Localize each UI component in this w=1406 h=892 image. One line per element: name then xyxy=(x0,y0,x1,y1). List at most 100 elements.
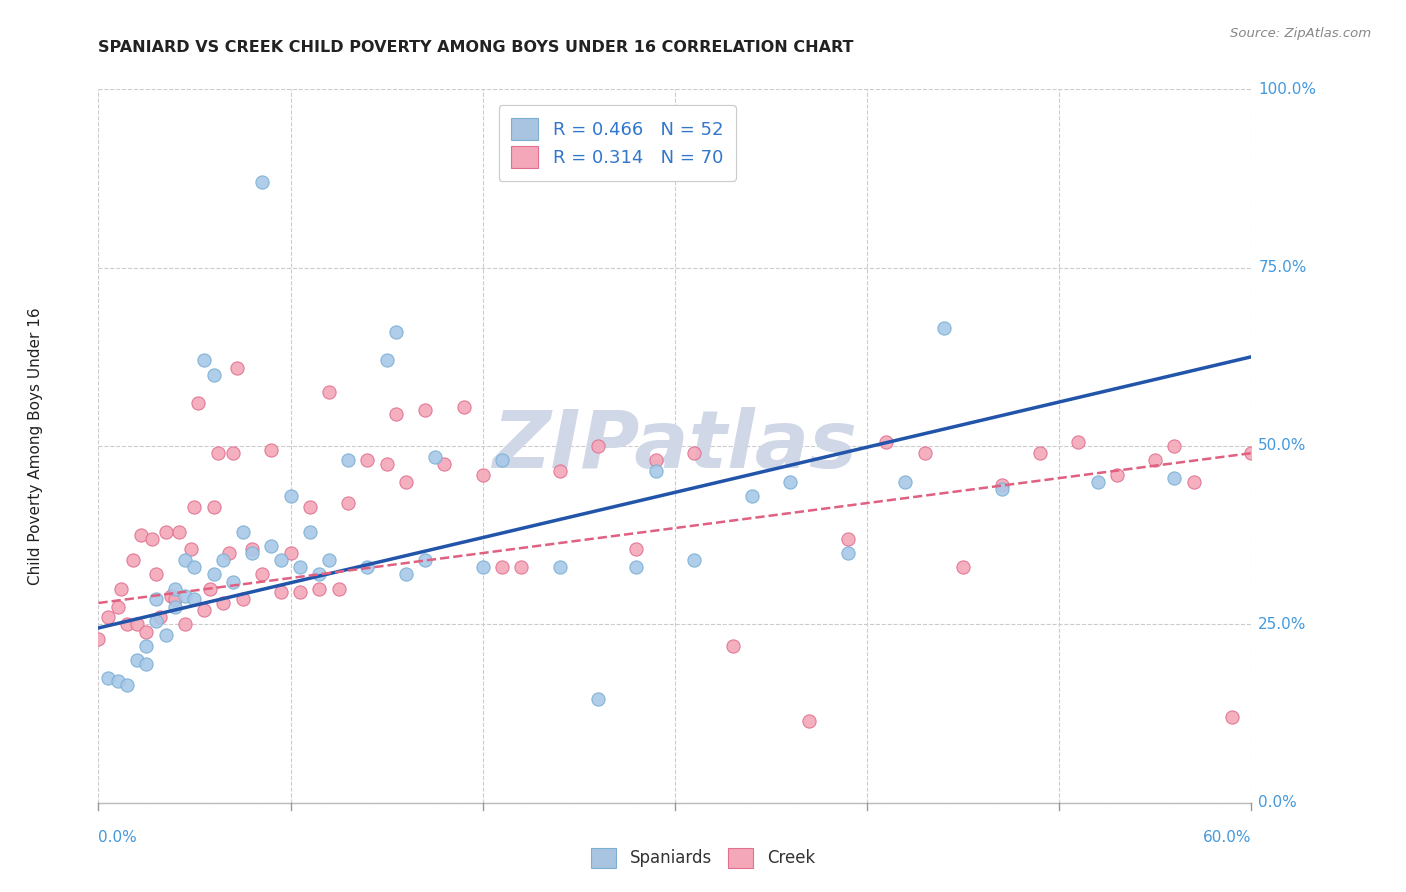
Point xyxy=(337,453,360,467)
Point xyxy=(413,403,436,417)
Point xyxy=(308,567,330,582)
Point xyxy=(990,478,1012,492)
Point xyxy=(135,657,157,671)
Point xyxy=(491,453,513,467)
Point xyxy=(174,553,197,567)
Text: Child Poverty Among Boys Under 16: Child Poverty Among Boys Under 16 xyxy=(28,307,42,585)
Point xyxy=(683,553,706,567)
Point xyxy=(129,528,152,542)
Point xyxy=(122,553,145,567)
Point xyxy=(548,560,571,574)
Point xyxy=(741,489,763,503)
Point xyxy=(1220,710,1243,724)
Point xyxy=(193,353,215,368)
Point xyxy=(97,610,120,624)
Point xyxy=(145,592,167,607)
Point xyxy=(914,446,936,460)
Point xyxy=(837,546,859,560)
Point xyxy=(117,678,138,692)
Point xyxy=(471,560,494,574)
Text: 50.0%: 50.0% xyxy=(1258,439,1306,453)
Point xyxy=(1182,475,1205,489)
Point xyxy=(107,674,129,689)
Point xyxy=(385,407,408,421)
Point xyxy=(1067,435,1090,450)
Point xyxy=(721,639,744,653)
Point xyxy=(375,457,398,471)
Point xyxy=(875,435,897,450)
Point xyxy=(270,585,292,599)
Point xyxy=(165,599,187,614)
Point xyxy=(1163,471,1185,485)
Point xyxy=(202,567,225,582)
Text: SPANIARD VS CREEK CHILD POVERTY AMONG BOYS UNDER 16 CORRELATION CHART: SPANIARD VS CREEK CHILD POVERTY AMONG BO… xyxy=(98,40,853,55)
Point xyxy=(586,692,609,706)
Point xyxy=(260,539,283,553)
Point xyxy=(87,632,110,646)
Point xyxy=(1087,475,1109,489)
Point xyxy=(308,582,330,596)
Point xyxy=(231,524,254,539)
Point xyxy=(952,560,974,574)
Point xyxy=(174,589,197,603)
Point xyxy=(187,396,209,410)
Point xyxy=(167,524,190,539)
Point xyxy=(626,542,648,557)
Point xyxy=(180,542,202,557)
Point xyxy=(290,560,312,574)
Point xyxy=(413,553,436,567)
Point xyxy=(318,553,340,567)
Point xyxy=(250,567,273,582)
Point xyxy=(207,446,229,460)
Point xyxy=(125,617,148,632)
Point xyxy=(318,385,340,400)
Legend: R = 0.466   N = 52, R = 0.314   N = 70: R = 0.466 N = 52, R = 0.314 N = 70 xyxy=(499,105,735,181)
Point xyxy=(135,624,157,639)
Point xyxy=(799,714,821,728)
Point xyxy=(202,368,225,382)
Point xyxy=(280,489,302,503)
Point xyxy=(779,475,801,489)
Point xyxy=(174,617,197,632)
Point xyxy=(290,585,312,599)
Point xyxy=(586,439,609,453)
Point xyxy=(145,614,167,628)
Point xyxy=(510,560,533,574)
Text: 100.0%: 100.0% xyxy=(1258,82,1316,96)
Point xyxy=(894,475,917,489)
Point xyxy=(298,524,321,539)
Point xyxy=(1240,446,1263,460)
Point xyxy=(626,560,648,574)
Point xyxy=(356,560,378,574)
Point xyxy=(183,592,205,607)
Point xyxy=(97,671,120,685)
Point xyxy=(125,653,148,667)
Text: Source: ZipAtlas.com: Source: ZipAtlas.com xyxy=(1230,27,1371,40)
Point xyxy=(202,500,225,514)
Point xyxy=(385,325,408,339)
Point xyxy=(110,582,132,596)
Text: 0.0%: 0.0% xyxy=(98,830,138,845)
Text: 60.0%: 60.0% xyxy=(1204,830,1251,845)
Point xyxy=(135,639,157,653)
Point xyxy=(260,442,283,457)
Point xyxy=(212,553,235,567)
Point xyxy=(395,567,418,582)
Point xyxy=(1029,446,1052,460)
Point xyxy=(644,464,666,478)
Point xyxy=(837,532,859,546)
Point xyxy=(250,175,273,189)
Point xyxy=(218,546,240,560)
Point xyxy=(240,546,263,560)
Point xyxy=(107,599,129,614)
Point xyxy=(423,450,446,464)
Point xyxy=(240,542,263,557)
Point xyxy=(183,500,205,514)
Point xyxy=(231,592,254,607)
Point xyxy=(155,628,177,642)
Point xyxy=(491,560,513,574)
Point xyxy=(193,603,215,617)
Point xyxy=(280,546,302,560)
Point xyxy=(141,532,163,546)
Text: 75.0%: 75.0% xyxy=(1258,260,1306,275)
